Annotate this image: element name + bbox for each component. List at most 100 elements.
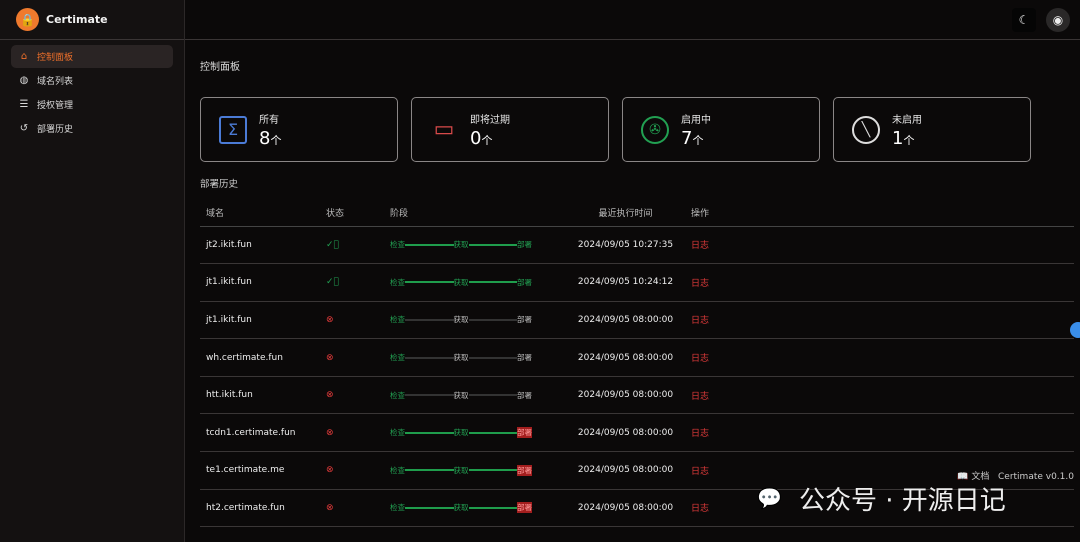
log-link[interactable]: 日志 [691, 429, 710, 440]
sidebar-item-2[interactable]: ☰ 授权管理 [11, 93, 173, 116]
card-value: 1 [892, 127, 904, 149]
status-cell: ⊗ [326, 338, 390, 377]
col-domain: 域名 [200, 200, 326, 227]
card-unit: 个 [692, 133, 704, 147]
book-icon: 📖 [957, 472, 969, 482]
stage-check: 检查 [390, 503, 405, 513]
stage-check: 检查 [390, 315, 405, 325]
stage-progress: 检查 获取 部署 [390, 464, 532, 476]
user-avatar-icon[interactable]: ◉ [1046, 8, 1070, 32]
theme-toggle-moon-icon[interactable]: ☾ [1012, 8, 1036, 32]
status-cell: ⊗ [326, 489, 390, 528]
app-name: Certimate [46, 13, 108, 26]
card-label: 未启用 [892, 114, 922, 126]
floating-edge-button[interactable] [1070, 322, 1080, 338]
last-run-time: 2024/09/05 08:00:00 [560, 413, 691, 453]
domain: jt1.ikit.fun [200, 301, 326, 340]
top-header: ☾ ◉ [185, 0, 1080, 40]
deploy-history-table: 域名 状态 阶段 最近执行时间 操作 jt2.ikit.fun ✓⃝ 检查 获取… [200, 200, 1074, 528]
col-action: 操作 [691, 200, 1074, 227]
status-cell: ⊗ [326, 376, 390, 415]
success-check-icon: ✓⃝ [326, 277, 339, 288]
stat-card-3[interactable]: ╲ 未启用 1个 [833, 97, 1031, 162]
stage-progress: 检查 获取 部署 [390, 427, 532, 439]
stage-progress: 检查 获取 部署 [390, 502, 532, 514]
card-label: 启用中 [681, 114, 711, 126]
wechat-icon: 💬 [757, 485, 782, 510]
section-title: 部署历史 [200, 179, 239, 190]
stage-cell: 检查 获取 部署 [390, 413, 560, 453]
stage-cell: 检查 获取 部署 [390, 489, 560, 528]
status-cell: ⊗ [326, 451, 390, 490]
stage-progress: 检查 获取 部署 [390, 390, 532, 401]
domain: ht2.certimate.fun [200, 489, 326, 528]
card-value: 0 [470, 127, 482, 149]
last-run-time: 2024/09/05 10:27:35 [560, 226, 691, 265]
stage-progress: 检查 获取 部署 [390, 239, 532, 250]
brand[interactable]: 🔒 Certimate [0, 0, 184, 40]
table-row: jt1.ikit.fun ⊗ 检查 获取 部署 2024/09/05 08:00… [200, 301, 1074, 340]
table-row: jt1.ikit.fun ✓⃝ 检查 获取 部署 2024/09/05 10:2… [200, 263, 1074, 302]
log-link[interactable]: 日志 [691, 278, 710, 289]
table-row: wh.certimate.fun ⊗ 检查 获取 部署 2024/09/05 0… [200, 338, 1074, 377]
aperture-icon: ✇ [641, 115, 669, 144]
stage-obtain: 获取 [453, 277, 469, 287]
stage-deploy: 部署 [517, 240, 532, 250]
failed-x-icon: ⊗ [326, 502, 334, 513]
sidebar-item-label: 授权管理 [37, 101, 74, 111]
sidebar-item-0[interactable]: ⌂ 控制面板 [11, 45, 173, 68]
log-link[interactable]: 日志 [691, 466, 710, 477]
stat-cards: Σ 所有 8个 ▭ 即将过期 0个 ✇ 启用中 7个 ╲ 未启用 1 个 [200, 97, 1031, 162]
stage-obtain: 获取 [453, 353, 469, 363]
stage-check: 检查 [390, 277, 405, 287]
card-value: 7 [681, 127, 693, 149]
last-run-time: 2024/09/05 08:00:00 [560, 376, 691, 415]
status-cell: ⊗ [326, 301, 390, 340]
last-run-time: 2024/09/05 10:24:12 [560, 263, 691, 302]
globe-icon: ◍ [19, 75, 29, 86]
log-link[interactable]: 日志 [691, 316, 710, 327]
domain: wh.certimate.fun [200, 338, 326, 377]
stat-card-0[interactable]: Σ 所有 8个 [200, 97, 398, 162]
stage-check: 检查 [390, 465, 405, 475]
stage-deploy: 部署 [517, 427, 532, 439]
stage-cell: 检查 获取 部署 [390, 301, 560, 340]
stage-obtain: 获取 [453, 315, 469, 325]
stat-card-1[interactable]: ▭ 即将过期 0个 [411, 97, 609, 162]
table-row: jt2.ikit.fun ✓⃝ 检查 获取 部署 2024/09/05 10:2… [200, 226, 1074, 265]
watermark-text: 公众号 · 开源日记 [799, 486, 1006, 516]
sidebar-item-label: 部署历史 [37, 125, 74, 135]
sidebar-item-3[interactable]: ↺ 部署历史 [11, 117, 173, 140]
failed-x-icon: ⊗ [326, 390, 334, 401]
card-value: 8 [259, 127, 271, 149]
stage-check: 检查 [390, 353, 405, 363]
status-cell: ✓⃝ [326, 263, 390, 302]
log-link[interactable]: 日志 [691, 391, 710, 402]
sidebar-item-1[interactable]: ◍ 域名列表 [11, 69, 173, 92]
failed-x-icon: ⊗ [326, 314, 334, 325]
stage-obtain: 获取 [453, 465, 469, 475]
stage-check: 检查 [390, 428, 405, 438]
stage-cell: 检查 获取 部署 [390, 263, 560, 302]
failed-x-icon: ⊗ [326, 465, 334, 476]
stage-progress: 检查 获取 部署 [390, 352, 532, 363]
docs-link[interactable]: 文档 [971, 472, 990, 482]
col-status: 状态 [326, 200, 390, 227]
stage-progress: 检查 获取 部署 [390, 314, 532, 325]
status-cell: ⊗ [326, 413, 390, 453]
log-link[interactable]: 日志 [691, 241, 710, 252]
footer: 📖 文档 Certimate v0.1.0 [957, 469, 1074, 482]
sigma-icon: Σ [219, 115, 247, 144]
table-row: te1.certimate.me ⊗ 检查 获取 部署 2024/09/05 0… [200, 451, 1074, 490]
log-link[interactable]: 日志 [691, 504, 710, 515]
domain: tcdn1.certimate.fun [200, 413, 326, 453]
ban-icon: ╲ [852, 115, 880, 144]
calendar-x-icon: ▭ [433, 117, 455, 142]
stage-deploy: 部署 [517, 390, 532, 400]
log-link[interactable]: 日志 [691, 354, 710, 365]
status-cell: ✓⃝ [326, 226, 390, 265]
success-check-icon: ✓⃝ [326, 239, 339, 250]
stage-deploy: 部署 [517, 502, 532, 514]
stat-card-2[interactable]: ✇ 启用中 7个 [622, 97, 820, 162]
stage-cell: 检查 获取 部署 [390, 338, 560, 377]
